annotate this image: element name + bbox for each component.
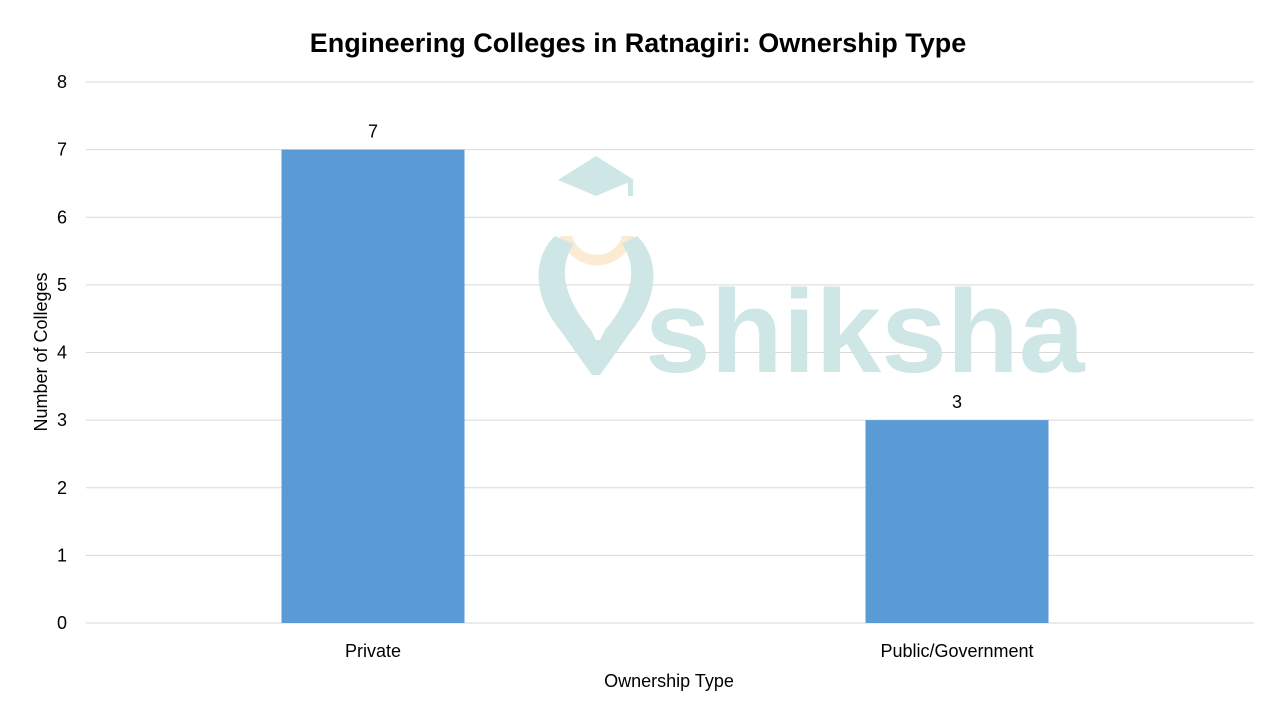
y-tick-label: 4: [57, 343, 67, 363]
y-axis-title: Number of Colleges: [31, 272, 51, 431]
watermark-text: shiksha: [645, 266, 1086, 398]
y-tick-label: 7: [57, 140, 67, 160]
data-label: 7: [368, 122, 378, 142]
bar-private: [281, 149, 465, 623]
graduation-cap-tassel: [628, 180, 633, 196]
y-tick-label: 0: [57, 613, 67, 633]
gridlines: [86, 81, 1254, 624]
y-tick-label: 5: [57, 275, 67, 295]
logo-nib-icon: [538, 236, 654, 375]
bar-public-government: [865, 420, 1049, 623]
y-tick-label: 8: [57, 72, 67, 92]
y-tick-label: 6: [57, 207, 67, 227]
data-label: 3: [952, 392, 962, 412]
logo-ring-accent: [560, 236, 634, 266]
x-axis-ticks: Private Public/Government: [345, 641, 1034, 661]
bars-group: [281, 149, 1049, 623]
data-labels-group: 73: [368, 122, 962, 413]
x-axis-title: Ownership Type: [604, 671, 734, 691]
y-tick-label: 2: [57, 478, 67, 498]
y-tick-label: 1: [57, 545, 67, 565]
shiksha-watermark-logo: shiksha: [538, 156, 1086, 398]
x-tick-label: Public/Government: [880, 641, 1033, 661]
y-axis-ticks: 0 1 2 3 4 5 6 7 8: [57, 72, 67, 633]
graduation-cap-icon: [558, 156, 634, 196]
y-tick-label: 3: [57, 410, 67, 430]
chart-title: Engineering Colleges in Ratnagiri: Owner…: [310, 28, 967, 58]
x-tick-label: Private: [345, 641, 401, 661]
